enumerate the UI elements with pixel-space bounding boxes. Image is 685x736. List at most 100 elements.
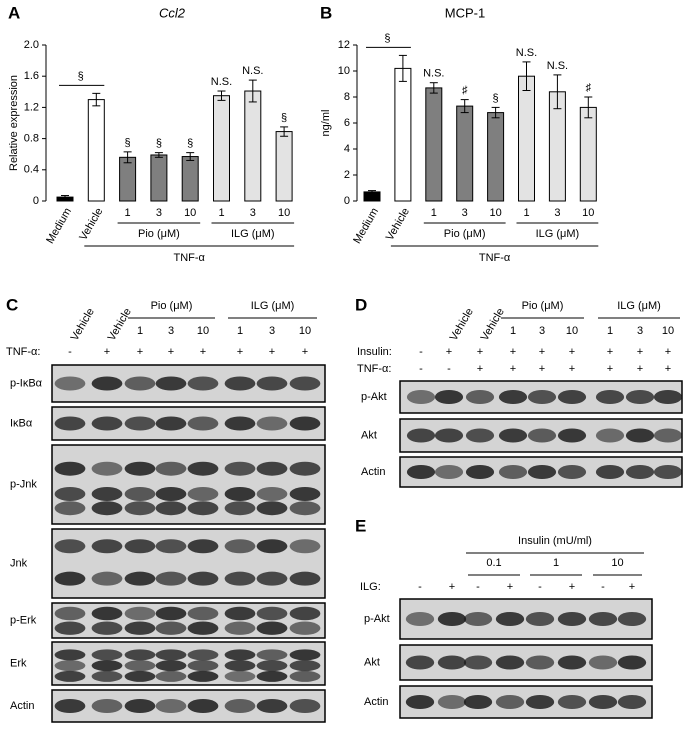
y-tick-label: 2.0 (24, 39, 39, 51)
blot-band (256, 416, 288, 431)
treatment-sign: + (302, 346, 308, 358)
row-label: IκBα (10, 417, 33, 429)
treatment-sign: + (477, 363, 483, 375)
treatment-sign: + (629, 581, 635, 593)
blot-band (256, 660, 288, 672)
dose-label: 1 (510, 325, 516, 337)
blot-band (187, 660, 219, 672)
blot-band (465, 390, 495, 404)
bar (456, 105, 474, 202)
x-tick-label: 1 (125, 207, 131, 219)
blot-band (224, 501, 256, 516)
row-label: p-IκBα (10, 377, 43, 389)
treatment-sign: - (601, 581, 605, 593)
treatment-sign: + (507, 581, 513, 593)
blot-band (256, 649, 288, 661)
significance-label: § (493, 92, 499, 104)
blot-band (465, 465, 495, 479)
row-label: Actin (10, 700, 34, 712)
y-tick-label: 0.4 (24, 164, 39, 176)
treatment-sign: + (510, 363, 516, 375)
blot-band (91, 501, 123, 516)
blot-band (54, 621, 86, 635)
blot-band (256, 461, 288, 476)
blot-band (224, 416, 256, 431)
blot-band (465, 428, 495, 443)
bar (275, 131, 293, 202)
bracket-label: § (78, 70, 84, 82)
dose-label: 1 (237, 325, 243, 337)
blot-band (617, 655, 647, 670)
blot-band (557, 428, 587, 443)
blot-band (653, 390, 683, 404)
treatment-sign: + (637, 346, 643, 358)
blot-band (224, 670, 256, 682)
blot-band (124, 376, 156, 391)
blot-band (91, 660, 123, 672)
blot-band (54, 376, 86, 391)
blot-band (224, 606, 256, 621)
blot-band (588, 695, 618, 709)
blot-band (54, 416, 86, 431)
treatment-sign: + (607, 363, 613, 375)
treatment-label: ILG: (360, 581, 381, 593)
blot-band (155, 699, 187, 713)
blot-band (434, 465, 464, 479)
y-tick-label: 4 (344, 143, 350, 155)
treatment-label: TNF-α: (357, 363, 391, 375)
blot-band (91, 376, 123, 391)
blot-band (463, 695, 493, 709)
blot-band (124, 486, 156, 501)
blot-band (437, 612, 467, 626)
treatment-sign: - (476, 581, 480, 593)
group-label: ILG (μM) (536, 228, 580, 240)
bar (487, 112, 505, 202)
blot-band (124, 699, 156, 713)
blot-band (256, 501, 288, 516)
blot-band (625, 428, 655, 443)
blot-band (224, 571, 256, 586)
panel-letter: D (355, 295, 367, 314)
treatment-sign: + (569, 346, 575, 358)
significance-label: § (125, 137, 131, 149)
bar (87, 99, 105, 202)
x-tick-label: Medium (351, 206, 381, 246)
blot-band (498, 465, 528, 479)
bar (425, 87, 443, 202)
blot-band (187, 606, 219, 621)
blot-band (224, 461, 256, 476)
blot-band (91, 699, 123, 713)
blot-band (289, 699, 321, 713)
x-tick-label: Vehicle (77, 206, 105, 243)
blot-band (557, 655, 587, 670)
blot-band (405, 695, 435, 709)
blot-band (595, 465, 625, 479)
blot-band (91, 670, 123, 682)
blot-band (155, 660, 187, 672)
blot-band (155, 461, 187, 476)
x-tick-label: 3 (156, 207, 162, 219)
blot-band (124, 649, 156, 661)
dose-label: 1 (607, 325, 613, 337)
blot-band (54, 699, 86, 713)
blot-band (155, 376, 187, 391)
blot-band (557, 612, 587, 626)
blot-band (625, 465, 655, 479)
row-label: Actin (364, 696, 388, 708)
blot-band (91, 486, 123, 501)
blot-band (498, 428, 528, 443)
treatment-sign: + (137, 346, 143, 358)
significance-label: § (156, 138, 162, 150)
blot-band (91, 621, 123, 635)
blot-band (256, 571, 288, 586)
lane-header: Vehicle (106, 306, 134, 343)
x-tick-label: 10 (278, 207, 290, 219)
blot-band (463, 612, 493, 626)
blot-band (527, 428, 557, 443)
blot-band (124, 416, 156, 431)
bar (579, 106, 597, 202)
treatment-sign: - (418, 581, 422, 593)
blot-band (155, 416, 187, 431)
panel-letter: A (8, 3, 20, 22)
bar (518, 75, 535, 202)
